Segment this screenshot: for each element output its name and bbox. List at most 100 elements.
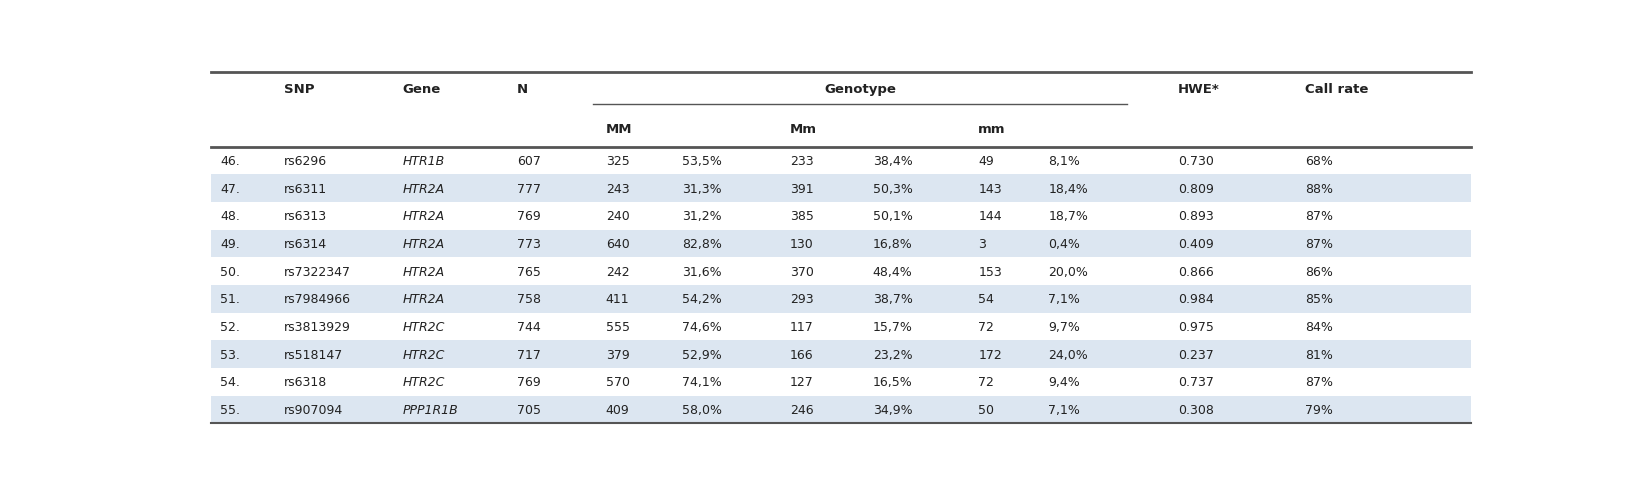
Text: 411: 411 — [606, 293, 630, 306]
Text: 765: 765 — [517, 265, 540, 278]
Text: 9,7%: 9,7% — [1049, 320, 1080, 333]
Text: 0.866: 0.866 — [1178, 265, 1214, 278]
Text: 243: 243 — [606, 182, 630, 196]
Text: 87%: 87% — [1305, 210, 1332, 223]
Text: PPP1R1B: PPP1R1B — [402, 403, 458, 416]
Text: HTR2A: HTR2A — [402, 293, 445, 306]
Text: 16,8%: 16,8% — [873, 238, 912, 251]
Text: 20,0%: 20,0% — [1049, 265, 1088, 278]
Text: 50.: 50. — [220, 265, 240, 278]
Text: 74,1%: 74,1% — [683, 376, 722, 389]
Text: 46.: 46. — [220, 155, 240, 168]
Bar — [212, 175, 1470, 203]
Text: 3: 3 — [978, 238, 986, 251]
Text: HTR2A: HTR2A — [402, 210, 445, 223]
Text: 0.809: 0.809 — [1178, 182, 1214, 196]
Text: rs7984966: rs7984966 — [284, 293, 351, 306]
Text: 744: 744 — [517, 320, 540, 333]
Text: 68%: 68% — [1305, 155, 1332, 168]
Text: 53.: 53. — [220, 348, 240, 361]
Bar — [212, 203, 1470, 230]
Bar — [212, 258, 1470, 286]
Text: 0.893: 0.893 — [1178, 210, 1214, 223]
Text: 86%: 86% — [1305, 265, 1332, 278]
Text: 49: 49 — [978, 155, 994, 168]
Text: HTR2A: HTR2A — [402, 265, 445, 278]
Text: 55.: 55. — [220, 403, 240, 416]
Text: 769: 769 — [517, 210, 540, 223]
Bar — [212, 341, 1470, 368]
Text: 81%: 81% — [1305, 348, 1332, 361]
Text: rs3813929: rs3813929 — [284, 320, 351, 333]
Text: 240: 240 — [606, 210, 630, 223]
Text: 38,4%: 38,4% — [873, 155, 912, 168]
Text: 130: 130 — [791, 238, 814, 251]
Text: 16,5%: 16,5% — [873, 376, 912, 389]
Text: HTR2A: HTR2A — [402, 182, 445, 196]
Text: 18,4%: 18,4% — [1049, 182, 1088, 196]
Text: rs7322347: rs7322347 — [284, 265, 351, 278]
Text: 53,5%: 53,5% — [683, 155, 722, 168]
Bar — [212, 286, 1470, 313]
Text: HTR2A: HTR2A — [402, 238, 445, 251]
Text: 0.237: 0.237 — [1178, 348, 1214, 361]
Text: 23,2%: 23,2% — [873, 348, 912, 361]
Text: 758: 758 — [517, 293, 542, 306]
Text: 391: 391 — [791, 182, 814, 196]
Text: HWE*: HWE* — [1178, 83, 1219, 96]
Text: 570: 570 — [606, 376, 630, 389]
Text: 50,3%: 50,3% — [873, 182, 912, 196]
Text: 48,4%: 48,4% — [873, 265, 912, 278]
Text: 143: 143 — [978, 182, 1003, 196]
Text: 166: 166 — [791, 348, 814, 361]
Text: 54: 54 — [978, 293, 994, 306]
Text: Gene: Gene — [402, 83, 440, 96]
Text: 82,8%: 82,8% — [683, 238, 722, 251]
Text: 85%: 85% — [1305, 293, 1332, 306]
Text: 144: 144 — [978, 210, 1003, 223]
Text: 38,7%: 38,7% — [873, 293, 912, 306]
Text: rs6318: rs6318 — [284, 376, 327, 389]
Text: 773: 773 — [517, 238, 540, 251]
Text: 325: 325 — [606, 155, 630, 168]
Text: 385: 385 — [791, 210, 814, 223]
Text: 0.730: 0.730 — [1178, 155, 1214, 168]
Text: 31,3%: 31,3% — [683, 182, 722, 196]
Bar — [212, 368, 1470, 396]
Text: N: N — [517, 83, 528, 96]
Text: 7,1%: 7,1% — [1049, 403, 1080, 416]
Text: 31,6%: 31,6% — [683, 265, 722, 278]
Text: 48.: 48. — [220, 210, 240, 223]
Text: mm: mm — [978, 122, 1006, 136]
Text: 7,1%: 7,1% — [1049, 293, 1080, 306]
Text: 50,1%: 50,1% — [873, 210, 912, 223]
Text: 49.: 49. — [220, 238, 240, 251]
Text: 74,6%: 74,6% — [683, 320, 722, 333]
Text: 409: 409 — [606, 403, 630, 416]
Text: HTR2C: HTR2C — [402, 320, 445, 333]
Text: rs518147: rs518147 — [284, 348, 343, 361]
Text: 293: 293 — [791, 293, 814, 306]
Text: 246: 246 — [791, 403, 814, 416]
Text: 54.: 54. — [220, 376, 240, 389]
Text: 0.409: 0.409 — [1178, 238, 1214, 251]
Text: MM: MM — [606, 122, 632, 136]
Text: 370: 370 — [791, 265, 814, 278]
Text: 72: 72 — [978, 376, 994, 389]
Text: 242: 242 — [606, 265, 630, 278]
Text: Genotype: Genotype — [824, 83, 896, 96]
Text: 50: 50 — [978, 403, 994, 416]
Text: rs6311: rs6311 — [284, 182, 327, 196]
Bar — [212, 396, 1470, 424]
Text: 607: 607 — [517, 155, 540, 168]
Text: 79%: 79% — [1305, 403, 1332, 416]
Bar — [212, 313, 1470, 341]
Text: 0.975: 0.975 — [1178, 320, 1214, 333]
Text: 24,0%: 24,0% — [1049, 348, 1088, 361]
Text: 777: 777 — [517, 182, 542, 196]
Text: Mm: Mm — [791, 122, 817, 136]
Text: rs907094: rs907094 — [284, 403, 343, 416]
Text: 769: 769 — [517, 376, 540, 389]
Text: 47.: 47. — [220, 182, 240, 196]
Text: 0.737: 0.737 — [1178, 376, 1214, 389]
